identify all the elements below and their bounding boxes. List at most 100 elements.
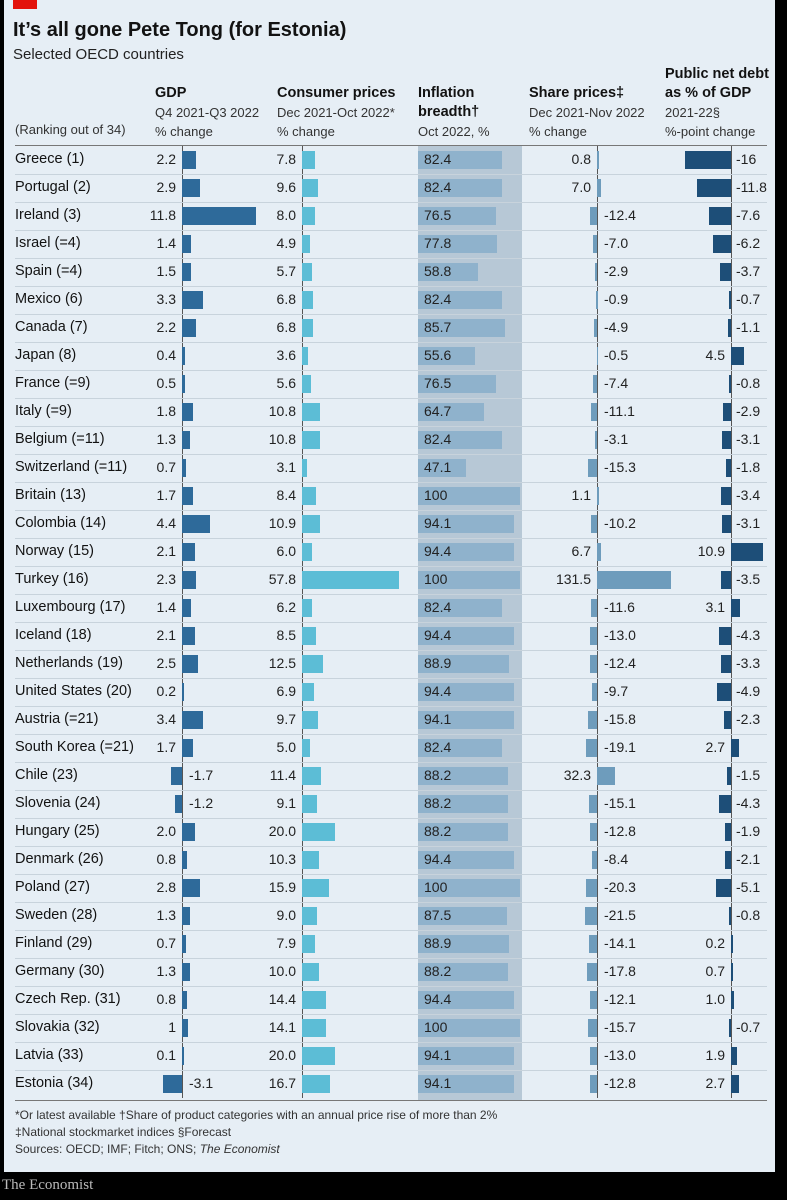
gdp-bar — [182, 935, 187, 953]
inflation-value: 76.5 — [424, 375, 452, 391]
row-divider — [15, 790, 767, 791]
country-label: France (=9) — [15, 375, 91, 391]
table-row: Austria (=21) 3.4 9.7 94.1 -15.8 -2.3 — [0, 706, 787, 734]
row-divider — [15, 566, 767, 567]
inflation-value: 88.2 — [424, 823, 452, 839]
red-brand-bar — [13, 0, 37, 9]
gdp-value: 4.4 — [156, 515, 176, 531]
share-bar — [589, 823, 597, 841]
share-bar — [597, 571, 671, 589]
share-value: -21.5 — [604, 907, 636, 923]
row-divider — [15, 986, 767, 987]
inflation-value: 82.4 — [424, 291, 452, 307]
inflation-bar — [418, 151, 503, 169]
share-bar — [597, 151, 599, 169]
inflation-bar — [418, 627, 515, 645]
share-bar — [595, 263, 597, 281]
gdp-value: 1.8 — [156, 403, 176, 419]
cpi-value: 10.0 — [268, 963, 296, 979]
inflation-bar — [418, 1075, 514, 1093]
share-bar — [594, 319, 597, 337]
row-divider — [15, 482, 767, 483]
inflation-value: 82.4 — [424, 179, 452, 195]
gdp-bar — [174, 795, 182, 813]
row-divider — [15, 818, 767, 819]
gdp-bar — [182, 711, 204, 729]
country-label: Latvia (33) — [15, 1047, 84, 1063]
debt-value: 2.7 — [705, 739, 725, 755]
debt-bar — [726, 767, 731, 785]
cpi-value: 6.8 — [276, 291, 296, 307]
row-divider — [15, 1042, 767, 1043]
share-value: 131.5 — [555, 571, 591, 587]
cpi-value: 10.3 — [268, 851, 296, 867]
header-public-debt: Public net debt as % of GDP 2021-22§ %-p… — [665, 65, 769, 141]
cpi-value: 6.2 — [276, 599, 296, 615]
table-row: Slovakia (32) 1 14.1 100 -15.7 -0.7 — [0, 1014, 787, 1042]
inflation-bar — [418, 431, 503, 449]
row-divider — [15, 538, 767, 539]
cpi-value: 7.9 — [276, 935, 296, 951]
share-value: -10.2 — [604, 515, 636, 531]
header-inflation-breadth: Inflation breadth† Oct 2022, % — [418, 65, 490, 141]
sources-economist: The Economist — [199, 1142, 280, 1156]
country-label: Italy (=9) — [15, 403, 72, 419]
cpi-bar — [302, 543, 313, 561]
gdp-bar — [182, 823, 195, 841]
footnotes: *Or latest available †Share of product c… — [15, 1107, 497, 1158]
debt-value: -6.2 — [736, 235, 761, 251]
debt-bar — [731, 1075, 739, 1093]
gdp-value: 2.5 — [156, 655, 176, 671]
inflation-bar — [418, 571, 520, 589]
country-label: Poland (27) — [15, 879, 90, 895]
header-cpi-sub1: Dec 2021-Oct 2022* — [277, 105, 395, 120]
table-row: Germany (30) 1.3 10.0 88.2 -17.8 0.7 — [0, 958, 787, 986]
header-cpi-title: Consumer prices — [277, 85, 396, 101]
share-value: -7.4 — [604, 375, 629, 391]
table-row: Czech Rep. (31) 0.8 14.4 94.4 -12.1 1.0 — [0, 986, 787, 1014]
country-label: Colombia (14) — [15, 515, 107, 531]
header-share-prices: Share prices‡ Dec 2021-Nov 2022 % change — [529, 65, 645, 141]
row-divider — [15, 398, 767, 399]
debt-bar — [708, 207, 731, 225]
cpi-value: 4.9 — [276, 235, 296, 251]
cpi-bar — [302, 935, 316, 953]
country-label: Israel (=4) — [15, 235, 81, 251]
debt-bar — [728, 375, 731, 393]
table-row: Spain (=4) 1.5 5.7 58.8 -2.9 -3.7 — [0, 258, 787, 286]
header-share-sub1: Dec 2021-Nov 2022 — [529, 105, 645, 120]
share-value: -19.1 — [604, 739, 636, 755]
cpi-value: 16.7 — [268, 1075, 296, 1091]
share-bar — [597, 179, 601, 197]
cpi-bar — [302, 403, 321, 421]
debt-value: -3.5 — [736, 571, 761, 587]
inflation-value: 100 — [424, 879, 448, 895]
gdp-value: -1.7 — [189, 767, 214, 783]
cpi-bar — [302, 1075, 330, 1093]
share-value: -0.5 — [604, 347, 629, 363]
cpi-bar — [302, 515, 321, 533]
cpi-value: 5.0 — [276, 739, 296, 755]
gdp-bar — [182, 291, 203, 309]
table-row: Britain (13) 1.7 8.4 100 1.1 -3.4 — [0, 482, 787, 510]
country-label: Greece (1) — [15, 151, 85, 167]
share-bar — [590, 403, 597, 421]
gdp-bar — [182, 459, 187, 477]
debt-bar — [720, 571, 731, 589]
cpi-value: 5.6 — [276, 375, 296, 391]
sources-text: Sources: OECD; IMF; Fitch; ONS; — [15, 1142, 200, 1156]
debt-bar — [716, 879, 731, 897]
cpi-value: 8.5 — [276, 627, 296, 643]
debt-value: -7.6 — [736, 207, 761, 223]
gdp-value: 1.3 — [156, 431, 176, 447]
gdp-value: 1 — [168, 1019, 176, 1035]
share-value: -12.4 — [604, 207, 636, 223]
debt-bar — [696, 179, 731, 197]
debt-value: -2.1 — [736, 851, 761, 867]
cpi-value: 57.8 — [268, 571, 296, 587]
debt-bar — [731, 739, 739, 757]
debt-value: -3.1 — [736, 515, 761, 531]
header-debt-title: Public net debt — [665, 66, 769, 82]
row-divider — [15, 286, 767, 287]
share-bar — [589, 1075, 597, 1093]
